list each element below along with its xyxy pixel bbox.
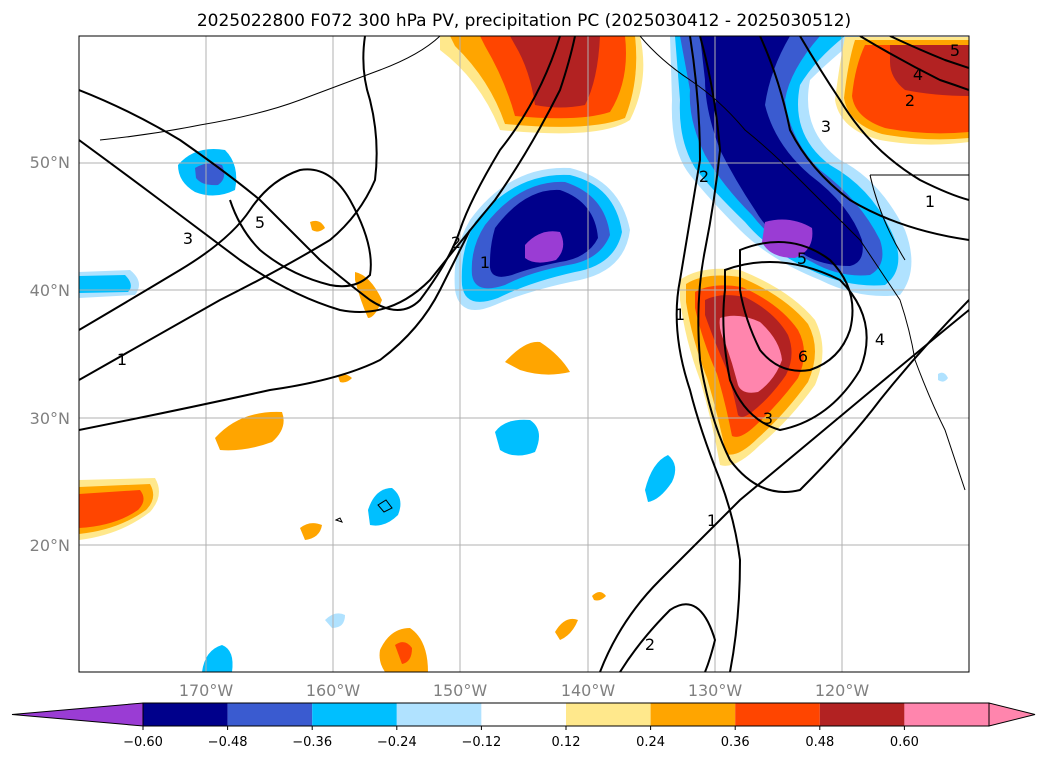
colorbar-extend-right <box>988 702 1036 727</box>
colorbar-tick-label: 0.48 <box>805 735 834 750</box>
contour-label: 4 <box>913 65 923 84</box>
lon-labels: 170°W 160°W 150°W 140°W 130°W 120°W <box>179 681 870 700</box>
colorbar-tick-label: 0.60 <box>890 735 919 750</box>
contour-label: 2 <box>699 167 709 186</box>
contour-label: 1 <box>925 192 935 211</box>
pv-contours <box>79 36 969 672</box>
colorbar-cell <box>904 703 989 726</box>
colorbar-cell <box>735 703 820 726</box>
colorbar-tick-label: 0.36 <box>721 735 750 750</box>
lon-label: 150°W <box>433 681 488 700</box>
colorbar-tick-label: −0.60 <box>123 735 163 750</box>
colorbar-cell <box>396 703 482 726</box>
colorbar-cell <box>312 703 397 726</box>
contour-label: 5 <box>950 41 960 60</box>
contour-label: 6 <box>798 347 808 366</box>
lon-label: 140°W <box>561 681 616 700</box>
map-panel: 1 1 1 1 1 2 2 2 3 3 3 4 4 5 5 6 5 2 <box>78 35 970 673</box>
colorbar-cell <box>481 703 566 726</box>
colorbar-extend-left <box>11 702 144 727</box>
colorbar-cell <box>143 703 228 726</box>
colorbar-ticks: −0.60 −0.48 −0.36 −0.24 −0.12 0.12 0.24 0.36 0.4… <box>123 726 919 750</box>
colorbar-tick-label: −0.48 <box>208 735 248 750</box>
contour-label: 3 <box>821 117 831 136</box>
map-frame <box>78 35 970 673</box>
contour-label: 2 <box>645 635 655 654</box>
map-title: 2025022800 F072 300 hPa PV, precipitatio… <box>197 11 851 31</box>
colorbar-tick-label: −0.12 <box>461 735 501 750</box>
lat-labels: 50°N 40°N 30°N 20°N <box>30 153 70 555</box>
contour-label: 5 <box>255 213 265 232</box>
colorbar-tick-label: −0.24 <box>377 735 417 750</box>
lat-label: 50°N <box>30 153 70 172</box>
lon-label: 120°W <box>815 681 870 700</box>
lat-label: 30°N <box>30 409 70 428</box>
colorbar-cell <box>819 703 905 726</box>
contour-labels: 1 1 1 1 1 2 2 2 3 3 3 4 4 5 5 6 5 2 <box>117 41 960 654</box>
lon-label: 130°W <box>688 681 743 700</box>
colorbar: −0.60 −0.48 −0.36 −0.24 −0.12 0.12 0.24 0.36 0.4… <box>11 702 1036 750</box>
lon-label: 170°W <box>179 681 234 700</box>
contour-label: 1 <box>707 511 717 530</box>
colorbar-cell <box>650 703 736 726</box>
graticule <box>79 36 969 672</box>
colorbar-tick-label: 0.24 <box>636 735 665 750</box>
contour-label: 2 <box>905 91 915 110</box>
lon-label: 160°W <box>306 681 361 700</box>
lat-label: 40°N <box>30 281 70 300</box>
contour-label: 5 <box>797 249 807 268</box>
contour-label: 3 <box>763 409 773 428</box>
contour-label: 1 <box>480 253 490 272</box>
contour-label: 1 <box>117 350 127 369</box>
contour-label: 2 <box>451 233 461 252</box>
colorbar-tick-label: 0.12 <box>552 735 581 750</box>
colorbar-cell <box>566 703 651 726</box>
colorbar-cells <box>11 702 1036 727</box>
colorbar-tick-label: −0.36 <box>292 735 332 750</box>
contour-label: 4 <box>875 330 885 349</box>
contour-label: 3 <box>183 229 193 248</box>
colorbar-cell <box>227 703 313 726</box>
contour-label: 1 <box>675 305 685 324</box>
lat-label: 20°N <box>30 536 70 555</box>
